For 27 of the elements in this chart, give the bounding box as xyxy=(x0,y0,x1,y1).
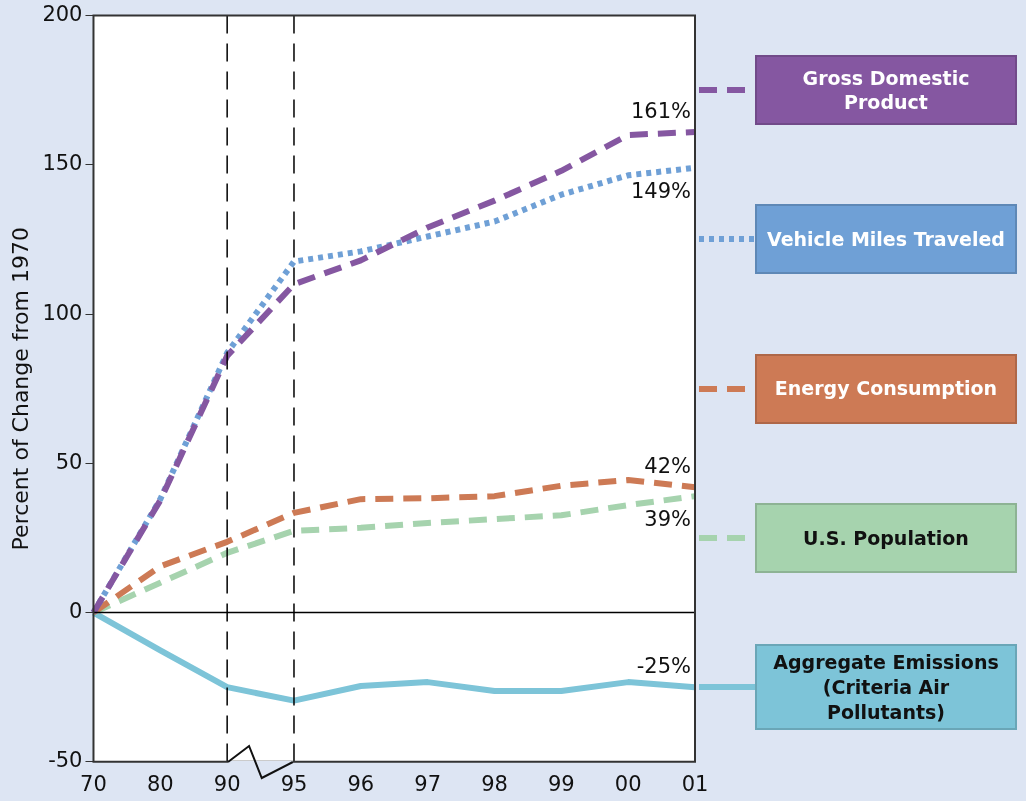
legend-label: Energy Consumption xyxy=(755,353,1017,424)
annotation: 39% xyxy=(644,507,691,532)
x-tick-label: 70 xyxy=(80,771,107,796)
text: Gross Domestic Product xyxy=(755,55,1017,126)
legend-label: Aggregate Emissions (Criteria Air Pollutants) xyxy=(755,644,1017,731)
y-tick-label: 0 xyxy=(69,599,83,624)
annotation: 149% xyxy=(630,178,691,203)
x-tick-label: 01 xyxy=(681,771,709,796)
legend-label: Vehicle Miles Traveled xyxy=(755,204,1017,275)
x-tick-label: 80 xyxy=(146,771,174,796)
y-tick-label: 200 xyxy=(42,2,83,27)
x-tick-label: 95 xyxy=(280,771,308,796)
x-tick-label: 96 xyxy=(347,771,375,796)
annotation: 42% xyxy=(644,454,691,479)
y-tick-label: 150 xyxy=(42,151,83,176)
x-tick-label: 00 xyxy=(614,771,642,796)
y-axis-title: Percent of Change from 1970 xyxy=(7,227,33,551)
y-tick-label: -50 xyxy=(48,748,83,773)
annotation: -25% xyxy=(636,654,691,679)
x-tick-label: 97 xyxy=(414,771,442,796)
x-tick-label: 98 xyxy=(481,771,508,796)
x-tick-label: 90 xyxy=(213,771,241,796)
annotation: 161% xyxy=(630,99,691,124)
y-tick-label: 100 xyxy=(42,300,83,325)
text: U.S. Population xyxy=(755,502,1017,573)
y-tick-label: 50 xyxy=(55,449,83,474)
x-tick-label: 99 xyxy=(547,771,575,796)
